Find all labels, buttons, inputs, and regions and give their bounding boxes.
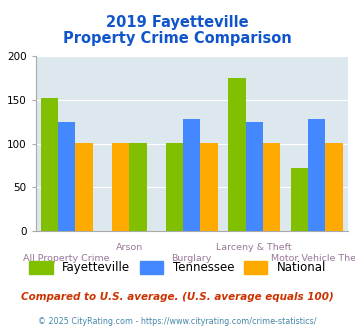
Bar xyxy=(263,143,280,231)
Bar xyxy=(75,143,93,231)
Bar xyxy=(325,143,343,231)
Bar xyxy=(129,143,147,231)
Bar xyxy=(166,143,183,231)
Bar xyxy=(291,168,308,231)
Text: Arson: Arson xyxy=(116,243,143,252)
Text: Compared to U.S. average. (U.S. average equals 100): Compared to U.S. average. (U.S. average … xyxy=(21,292,334,302)
Bar xyxy=(41,98,58,231)
Text: Larceny & Theft: Larceny & Theft xyxy=(216,243,292,252)
Text: All Property Crime: All Property Crime xyxy=(23,254,110,263)
Legend: Fayetteville, Tennessee, National: Fayetteville, Tennessee, National xyxy=(24,257,331,279)
Text: 2019 Fayetteville: 2019 Fayetteville xyxy=(106,15,249,30)
Bar xyxy=(183,119,200,231)
Text: Motor Vehicle Theft: Motor Vehicle Theft xyxy=(271,254,355,263)
Bar xyxy=(308,119,325,231)
Bar xyxy=(200,143,218,231)
Text: © 2025 CityRating.com - https://www.cityrating.com/crime-statistics/: © 2025 CityRating.com - https://www.city… xyxy=(38,317,317,326)
Text: Property Crime Comparison: Property Crime Comparison xyxy=(63,31,292,46)
Bar xyxy=(58,122,75,231)
Bar xyxy=(228,78,246,231)
Bar xyxy=(246,122,263,231)
Text: Burglary: Burglary xyxy=(171,254,212,263)
Bar xyxy=(112,143,129,231)
